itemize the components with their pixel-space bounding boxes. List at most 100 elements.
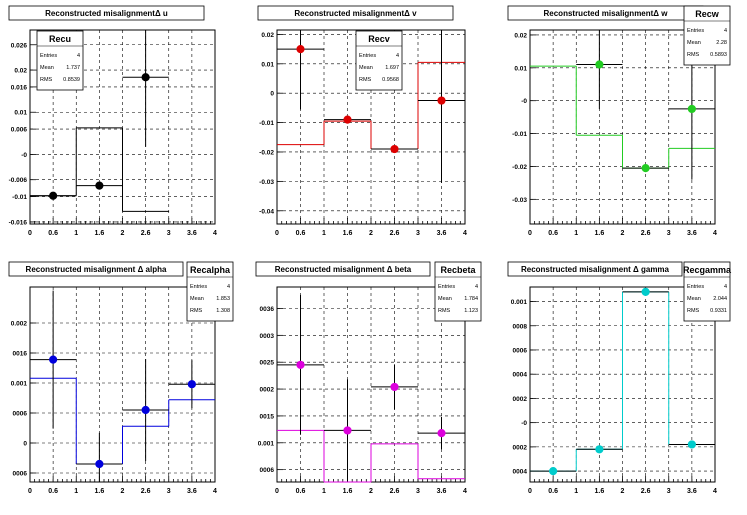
data-point xyxy=(296,45,305,54)
x-tick-label: 3.6 xyxy=(687,230,697,237)
stats-frame xyxy=(683,5,731,66)
y-tick-label: 0.002 xyxy=(11,321,28,328)
stats-label-entries: Entries xyxy=(190,284,207,290)
y-tick-label: 0002 xyxy=(513,396,528,403)
stats-value-mean: 1.853 xyxy=(216,296,230,302)
stats-box: Recw Entries 4 Mean 2.28 RMS 0.5893 xyxy=(683,5,731,66)
y-axis: 0.02 0.01 0 -0.01 -0.02 -0.03 -0.04 xyxy=(259,32,283,215)
stats-value-entries: 4 xyxy=(77,53,80,59)
chart-title: Reconstructed misalignmentΔ w xyxy=(544,9,669,18)
y-axis: 0.002 0016 0.001 0006 0 0006 xyxy=(11,321,36,478)
data-point xyxy=(95,181,104,190)
stats-label-entries: Entries xyxy=(359,53,376,59)
chart-title: Reconstructed misalignment Δ gamma xyxy=(521,265,670,274)
data-point xyxy=(687,440,696,449)
x-axis: 0 0.6 1 1.6 2 2.6 3 3.6 4 xyxy=(528,218,717,237)
chart-panel-1: 0 0.6 1 1.6 2 2.6 3 3.6 4 0.026 0.02 0.016 0.01 0.006… xyxy=(9,5,217,237)
x-tick-label: 3 xyxy=(416,230,420,237)
x-tick-label: 4 xyxy=(463,488,467,495)
title-box xyxy=(8,261,184,277)
x-tick-label: 4 xyxy=(713,488,717,495)
y-tick-label: 0036 xyxy=(260,306,275,313)
stats-label-mean: Mean xyxy=(40,65,54,71)
y-tick-label: -0.04 xyxy=(259,208,274,215)
x-tick-label: 0.6 xyxy=(48,488,58,495)
data-point xyxy=(296,360,305,369)
chart-title: Reconstructed misalignmentΔ v xyxy=(294,9,417,18)
x-tick-label: 1 xyxy=(74,488,78,495)
stats-value-entries: 4 xyxy=(475,284,478,290)
stats-box: Recv Entries 4 Mean 1.697 RMS 0.9568 xyxy=(355,30,403,91)
chart-panel-2: 0 0.6 1 1.6 2 2.6 3 3.6 4 0.02 0.01 0 -0.01 -0.02 -0.0… xyxy=(257,5,467,237)
chart-panel-4: 0 0.6 1 1.6 2 2.6 3 3.6 4 0.002 0016 0.001 0006 0 0006… xyxy=(8,261,234,495)
x-tick-label: 2 xyxy=(621,488,625,495)
x-tick-label: 1.6 xyxy=(595,488,605,495)
x-axis: 0 0.6 1 1.6 2 2.6 3 3.6 4 xyxy=(275,218,467,237)
y-tick-label: -0.03 xyxy=(259,179,274,186)
x-tick-label: 1.6 xyxy=(95,488,105,495)
stats-label-mean: Mean xyxy=(438,296,452,302)
data-point xyxy=(687,104,696,114)
x-tick-label: 0 xyxy=(528,230,532,237)
x-tick-label: 1 xyxy=(574,488,578,495)
chart-panel-6: 0 0.6 1 1.6 2 2.6 3 3.6 4 0.001 0008 0006 0004 0002 -0… xyxy=(507,261,732,495)
stats-box: Recgamma Entries 4 Mean 2.044 RMS 0.9331 xyxy=(683,261,732,322)
y-axis: 0.001 0008 0006 0004 0002 -0 0002 0004 xyxy=(511,299,536,476)
stats-label-rms: RMS xyxy=(359,77,372,83)
title-box xyxy=(507,261,683,277)
x-tick-label: 2.6 xyxy=(641,230,651,237)
x-tick-label: 2.6 xyxy=(141,230,151,237)
data-point xyxy=(641,287,650,296)
data-point xyxy=(549,466,558,476)
y-tick-label: 0.001 xyxy=(511,299,528,306)
stats-label-rms: RMS xyxy=(687,308,700,314)
stats-value-mean: 2.044 xyxy=(713,296,727,302)
stats-label-mean: Mean xyxy=(687,40,701,46)
stats-label-mean: Mean xyxy=(359,65,373,71)
data-point xyxy=(390,144,399,154)
data-points xyxy=(576,30,715,180)
y-tick-label: -0.01 xyxy=(259,120,274,127)
data-point xyxy=(187,380,196,389)
stats-label-rms: RMS xyxy=(40,77,53,83)
y-tick-label: -0 xyxy=(521,98,527,105)
chart-panel-5: 0 0.6 1 1.6 2 2.6 3 3.6 4 0036 0003 0025 0002 0015 0.0… xyxy=(255,261,482,495)
chart-panel-3: 0 0.6 1 1.6 2 2.6 3 3.6 4 0.02 0.01 -0 -0.01 -0.02 -0.… xyxy=(507,5,731,237)
stats-name: Recu xyxy=(49,34,71,44)
stats-frame xyxy=(186,261,234,322)
y-tick-label: 0.01 xyxy=(261,61,274,68)
x-tick-label: 2 xyxy=(369,230,373,237)
x-tick-label: 4 xyxy=(213,488,217,495)
y-tick-label: 0.016 xyxy=(11,84,28,91)
stats-box: Recu Entries 4 Mean 1.737 RMS 0.8539 xyxy=(36,30,84,91)
data-points xyxy=(30,30,169,200)
x-tick-label: 3 xyxy=(167,230,171,237)
y-tick-label: 0.001 xyxy=(258,440,275,447)
data-point xyxy=(437,96,446,105)
x-tick-label: 2 xyxy=(121,488,125,495)
x-tick-label: 3.6 xyxy=(187,488,197,495)
y-tick-label: 0.02 xyxy=(261,32,274,39)
y-tick-label: -0.01 xyxy=(512,131,527,138)
y-tick-label: 0004 xyxy=(513,469,528,476)
chart-title: Reconstructed misalignment Δ alpha xyxy=(26,265,167,274)
stats-name: Recv xyxy=(368,34,390,44)
data-points xyxy=(277,295,465,482)
x-tick-label: 1.6 xyxy=(343,488,353,495)
y-tick-label: 0016 xyxy=(13,351,28,358)
x-tick-label: 4 xyxy=(213,230,217,237)
x-tick-label: 1 xyxy=(322,488,326,495)
stats-value-mean: 1.697 xyxy=(385,65,399,71)
y-tick-label: -0.02 xyxy=(259,149,274,156)
stats-frame xyxy=(434,261,482,322)
x-tick-label: 2.6 xyxy=(141,488,151,495)
x-tick-label: 0.6 xyxy=(548,230,558,237)
stats-label-entries: Entries xyxy=(438,284,455,290)
x-tick-label: 0.6 xyxy=(296,488,306,495)
y-tick-label: 0 xyxy=(270,91,274,98)
stats-label-entries: Entries xyxy=(687,28,704,34)
y-tick-label: -0.02 xyxy=(512,164,527,171)
title-box xyxy=(255,261,431,277)
y-tick-label: 0025 xyxy=(260,360,275,367)
y-tick-label: 0004 xyxy=(513,372,528,379)
